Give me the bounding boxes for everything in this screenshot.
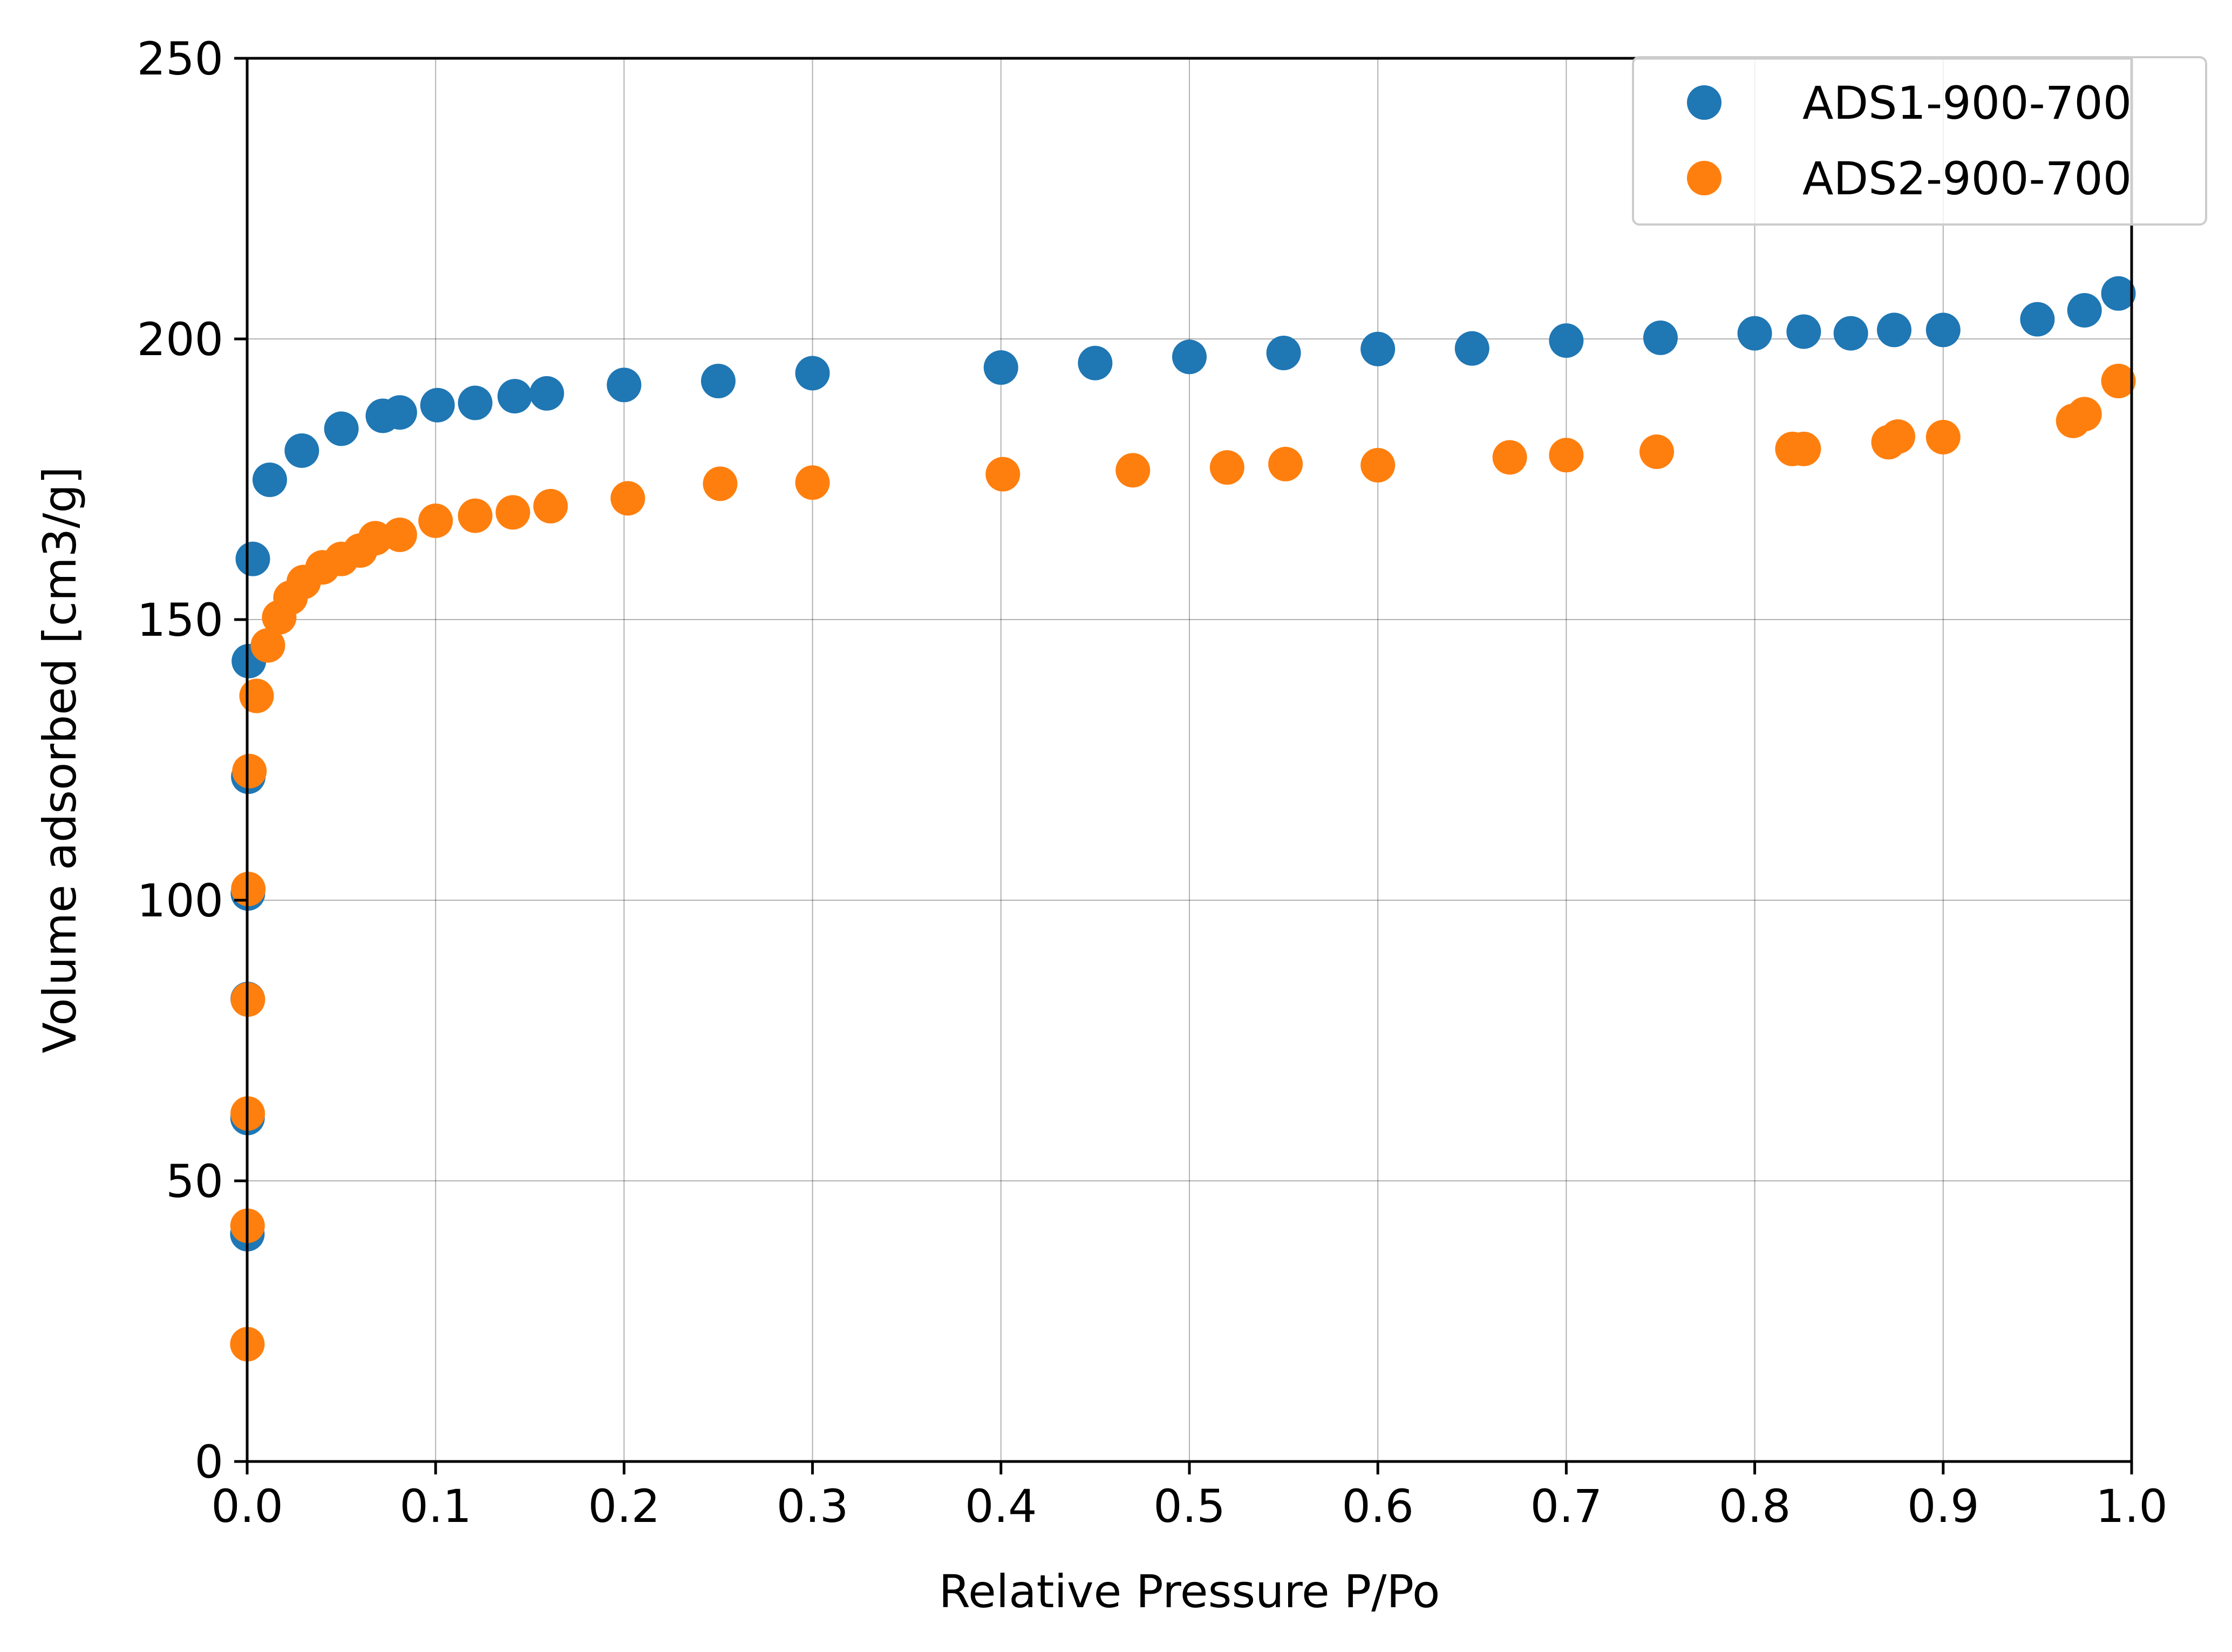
x-tick-label: 0.9 — [1907, 1480, 1979, 1533]
data-point — [418, 503, 453, 538]
x-tick-label: 0.3 — [777, 1480, 849, 1533]
x-tick-label: 0.8 — [1719, 1480, 1791, 1533]
data-point — [1115, 453, 1151, 488]
y-tick-label: 200 — [137, 313, 223, 366]
data-point — [1268, 446, 1303, 481]
data-point — [420, 387, 455, 423]
data-point — [1925, 420, 1961, 454]
data-point — [235, 541, 270, 576]
data-point — [703, 466, 738, 501]
data-point — [1360, 331, 1396, 366]
data-point — [2020, 302, 2055, 337]
legend-box — [1632, 56, 2207, 226]
data-point — [2067, 293, 2102, 328]
data-point — [239, 678, 274, 713]
data-point — [607, 368, 642, 403]
y-tick-label: 250 — [137, 32, 223, 85]
data-point — [983, 350, 1018, 385]
data-point — [610, 481, 645, 516]
data-point — [252, 463, 287, 498]
x-tick-label: 1.0 — [2095, 1480, 2168, 1533]
series-2 — [230, 364, 2136, 1362]
data-point — [1266, 336, 1301, 370]
x-tick-label: 0.6 — [1342, 1480, 1414, 1533]
data-point — [701, 364, 736, 398]
data-point — [1492, 440, 1527, 475]
axis-ticks — [234, 57, 2133, 1474]
data-point — [1454, 331, 1489, 366]
data-point — [1643, 320, 1678, 355]
x-tick-label: 0.0 — [211, 1480, 283, 1533]
x-tick-label: 0.1 — [399, 1480, 472, 1533]
data-point — [1172, 339, 1207, 375]
data-point — [2067, 397, 2102, 432]
y-tick-label: 150 — [137, 594, 223, 647]
data-point — [382, 517, 417, 552]
legend: ADS1-900-700 ADS2-900-700 — [1632, 56, 2207, 226]
data-point — [795, 465, 830, 500]
data-point — [2101, 276, 2136, 311]
data-point — [1209, 450, 1244, 485]
y-axis-label: Volume adsorbed [cm3/g] — [33, 466, 86, 1053]
data-point — [250, 628, 285, 663]
data-points — [230, 276, 2136, 1362]
data-point — [1549, 323, 1584, 358]
data-point — [1880, 419, 1915, 454]
data-point — [533, 488, 568, 524]
data-point — [985, 457, 1020, 492]
data-point — [1786, 314, 1821, 349]
data-point — [1549, 438, 1584, 473]
data-point — [458, 385, 493, 420]
data-point — [1639, 434, 1675, 470]
legend-label-ads2: ADS2-900-700 — [1802, 152, 2132, 205]
y-tick-label: 50 — [166, 1155, 223, 1208]
data-point — [495, 495, 530, 530]
data-point — [1877, 312, 1912, 348]
x-tick-label: 0.2 — [588, 1480, 661, 1533]
legend-marker-ads1 — [1687, 85, 1721, 120]
tick-labels: 0.0 0.1 0.2 0.3 0.4 0.5 0.6 0.7 0.8 0.9 1.0 0 50 100 1… — [137, 32, 2168, 1533]
data-point — [382, 395, 417, 430]
data-point — [1737, 316, 1772, 351]
data-point — [1078, 345, 1113, 380]
data-point — [795, 356, 830, 391]
data-point — [497, 379, 532, 414]
data-point — [1925, 312, 1961, 348]
data-point — [458, 498, 493, 533]
x-tick-label: 0.7 — [1530, 1480, 1603, 1533]
x-tick-label: 0.5 — [1153, 1480, 1226, 1533]
data-point — [1833, 316, 1868, 351]
y-tick-label: 0 — [195, 1436, 223, 1488]
data-point — [1786, 431, 1821, 466]
data-point — [324, 411, 359, 446]
x-axis-label: Relative Pressure P/Po — [939, 1565, 1440, 1618]
x-tick-label: 0.4 — [965, 1480, 1037, 1533]
legend-label-ads1: ADS1-900-700 — [1802, 77, 2132, 130]
data-point — [1360, 448, 1396, 482]
data-point — [284, 433, 319, 468]
data-point — [2101, 364, 2136, 398]
y-tick-label: 100 — [137, 874, 223, 927]
data-point — [232, 753, 267, 788]
legend-marker-ads2 — [1687, 161, 1721, 195]
data-point — [529, 376, 564, 411]
